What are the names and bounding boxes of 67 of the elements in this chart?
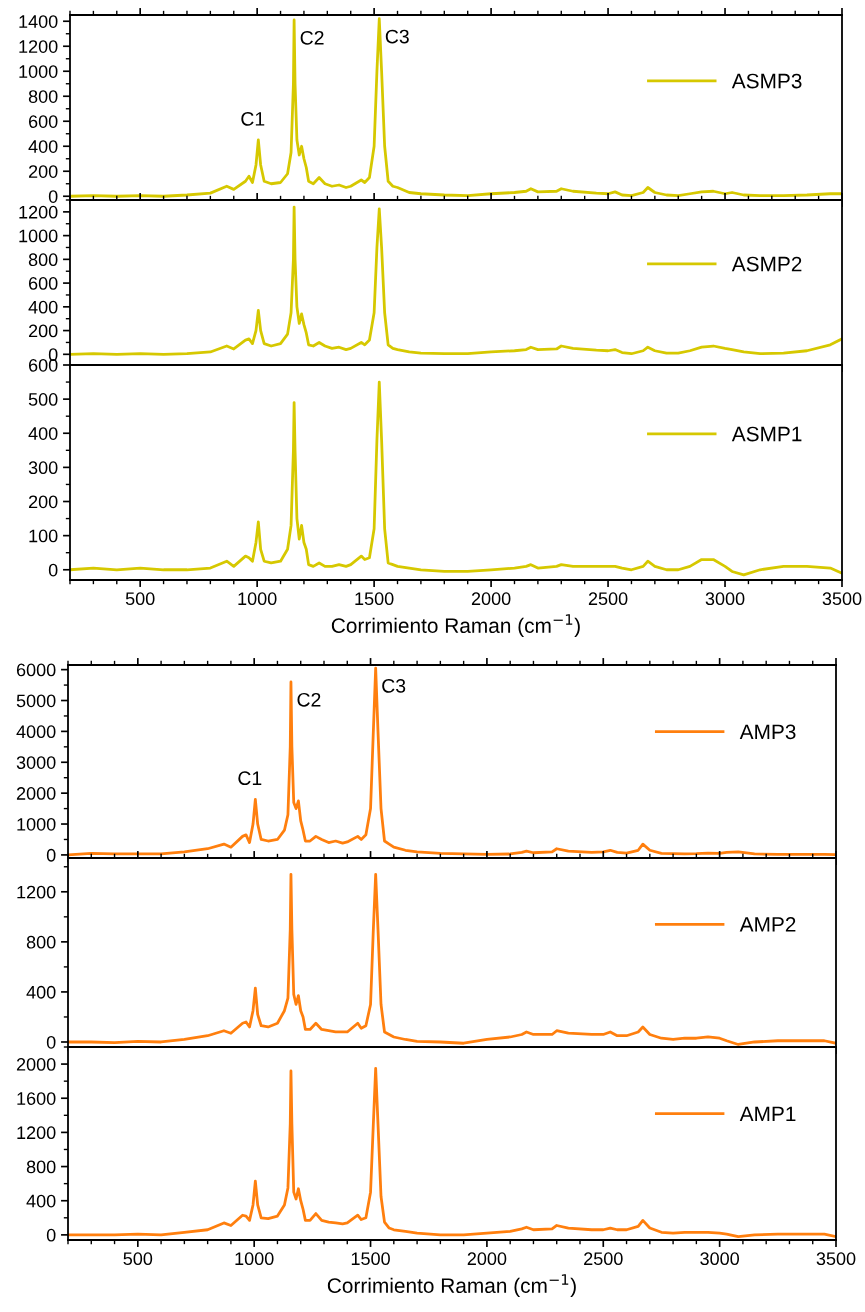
x-tick-label: 500 [123,1252,153,1266]
y-tick-label: 400 [26,1194,56,1208]
x-tick-label: 2500 [588,592,628,606]
legend-label: ASMP3 [731,73,802,89]
y-tick-label: 400 [26,985,56,999]
line-series [70,205,842,356]
y-tick-label: 800 [26,935,56,949]
y-tick-label: 600 [28,115,58,128]
y-tick-label: 800 [28,253,58,267]
x-tick-label: 1500 [351,1252,390,1266]
annotation: C1 [238,771,262,786]
y-tick-label: 400 [28,140,58,153]
annotation: C2 [300,30,324,45]
y-tick-label: 4000 [16,725,56,739]
x-tick-label: 3500 [816,1252,856,1266]
y-tick-label: 1200 [19,40,58,53]
legend-label: ASMP1 [731,426,802,442]
annotation: C3 [382,678,406,693]
x-tick-label: 500 [125,592,155,606]
y-tick-label: 500 [28,393,58,406]
y-tick-label: 0 [46,1035,56,1049]
legend-label: AMP2 [739,917,796,932]
y-tick-label: 0 [46,1228,56,1242]
y-tick-label: 200 [28,324,58,338]
x-tick-label: 1000 [238,592,277,606]
x-tick-label: 1000 [235,1252,274,1266]
y-tick-label: 400 [28,427,58,440]
x-axis-title: Corrimiento Raman (cm$^{−1}$) [331,614,580,638]
x-tick-label: 3000 [700,1252,740,1266]
legend-label: AMP1 [739,1106,796,1121]
y-tick-label: 1200 [19,205,58,219]
y-tick-label: 100 [29,529,58,543]
x-tick-label: 3000 [705,592,745,606]
y-tick-label: 600 [28,277,58,290]
y-tick-label: 1000 [19,65,58,78]
y-tick-label: 2000 [16,787,56,800]
y-tick-label: 1000 [17,817,56,831]
y-tick-label: 1000 [19,229,58,243]
y-tick-label: 1200 [17,885,56,899]
x-tick-label: 2500 [584,1252,623,1266]
y-tick-label: 5000 [16,694,56,708]
x-tick-label: 2000 [471,592,511,606]
y-tick-label: 400 [28,300,58,314]
y-tick-label: 200 [28,495,58,509]
annotation: C1 [241,112,265,126]
y-tick-label: 3000 [16,756,56,769]
y-tick-label: 0 [48,563,58,577]
y-tick-label: 800 [26,1160,56,1174]
x-axis-title: Corrimiento Raman (cm$^{−1}$) [327,1274,576,1298]
y-tick-label: 1600 [17,1092,56,1105]
y-tick-label: 0 [46,848,56,862]
x-tick-label: 1500 [355,592,394,606]
y-tick-label: 1400 [19,15,58,28]
x-tick-label: 3500 [822,592,862,606]
annotation: C3 [385,29,409,44]
line-series [70,380,842,577]
y-tick-label: 0 [48,190,58,203]
y-tick-label: 1200 [17,1126,56,1140]
annotation: C2 [297,692,321,707]
y-tick-label: 800 [28,90,58,103]
y-tick-label: 6000 [16,663,56,677]
x-tick-label: 2000 [467,1252,507,1266]
legend-label: ASMP2 [731,256,802,272]
y-tick-label: 200 [28,165,58,178]
legend-label: AMP3 [739,724,796,740]
y-tick-label: 2000 [16,1058,56,1071]
y-tick-label: 300 [28,461,58,475]
